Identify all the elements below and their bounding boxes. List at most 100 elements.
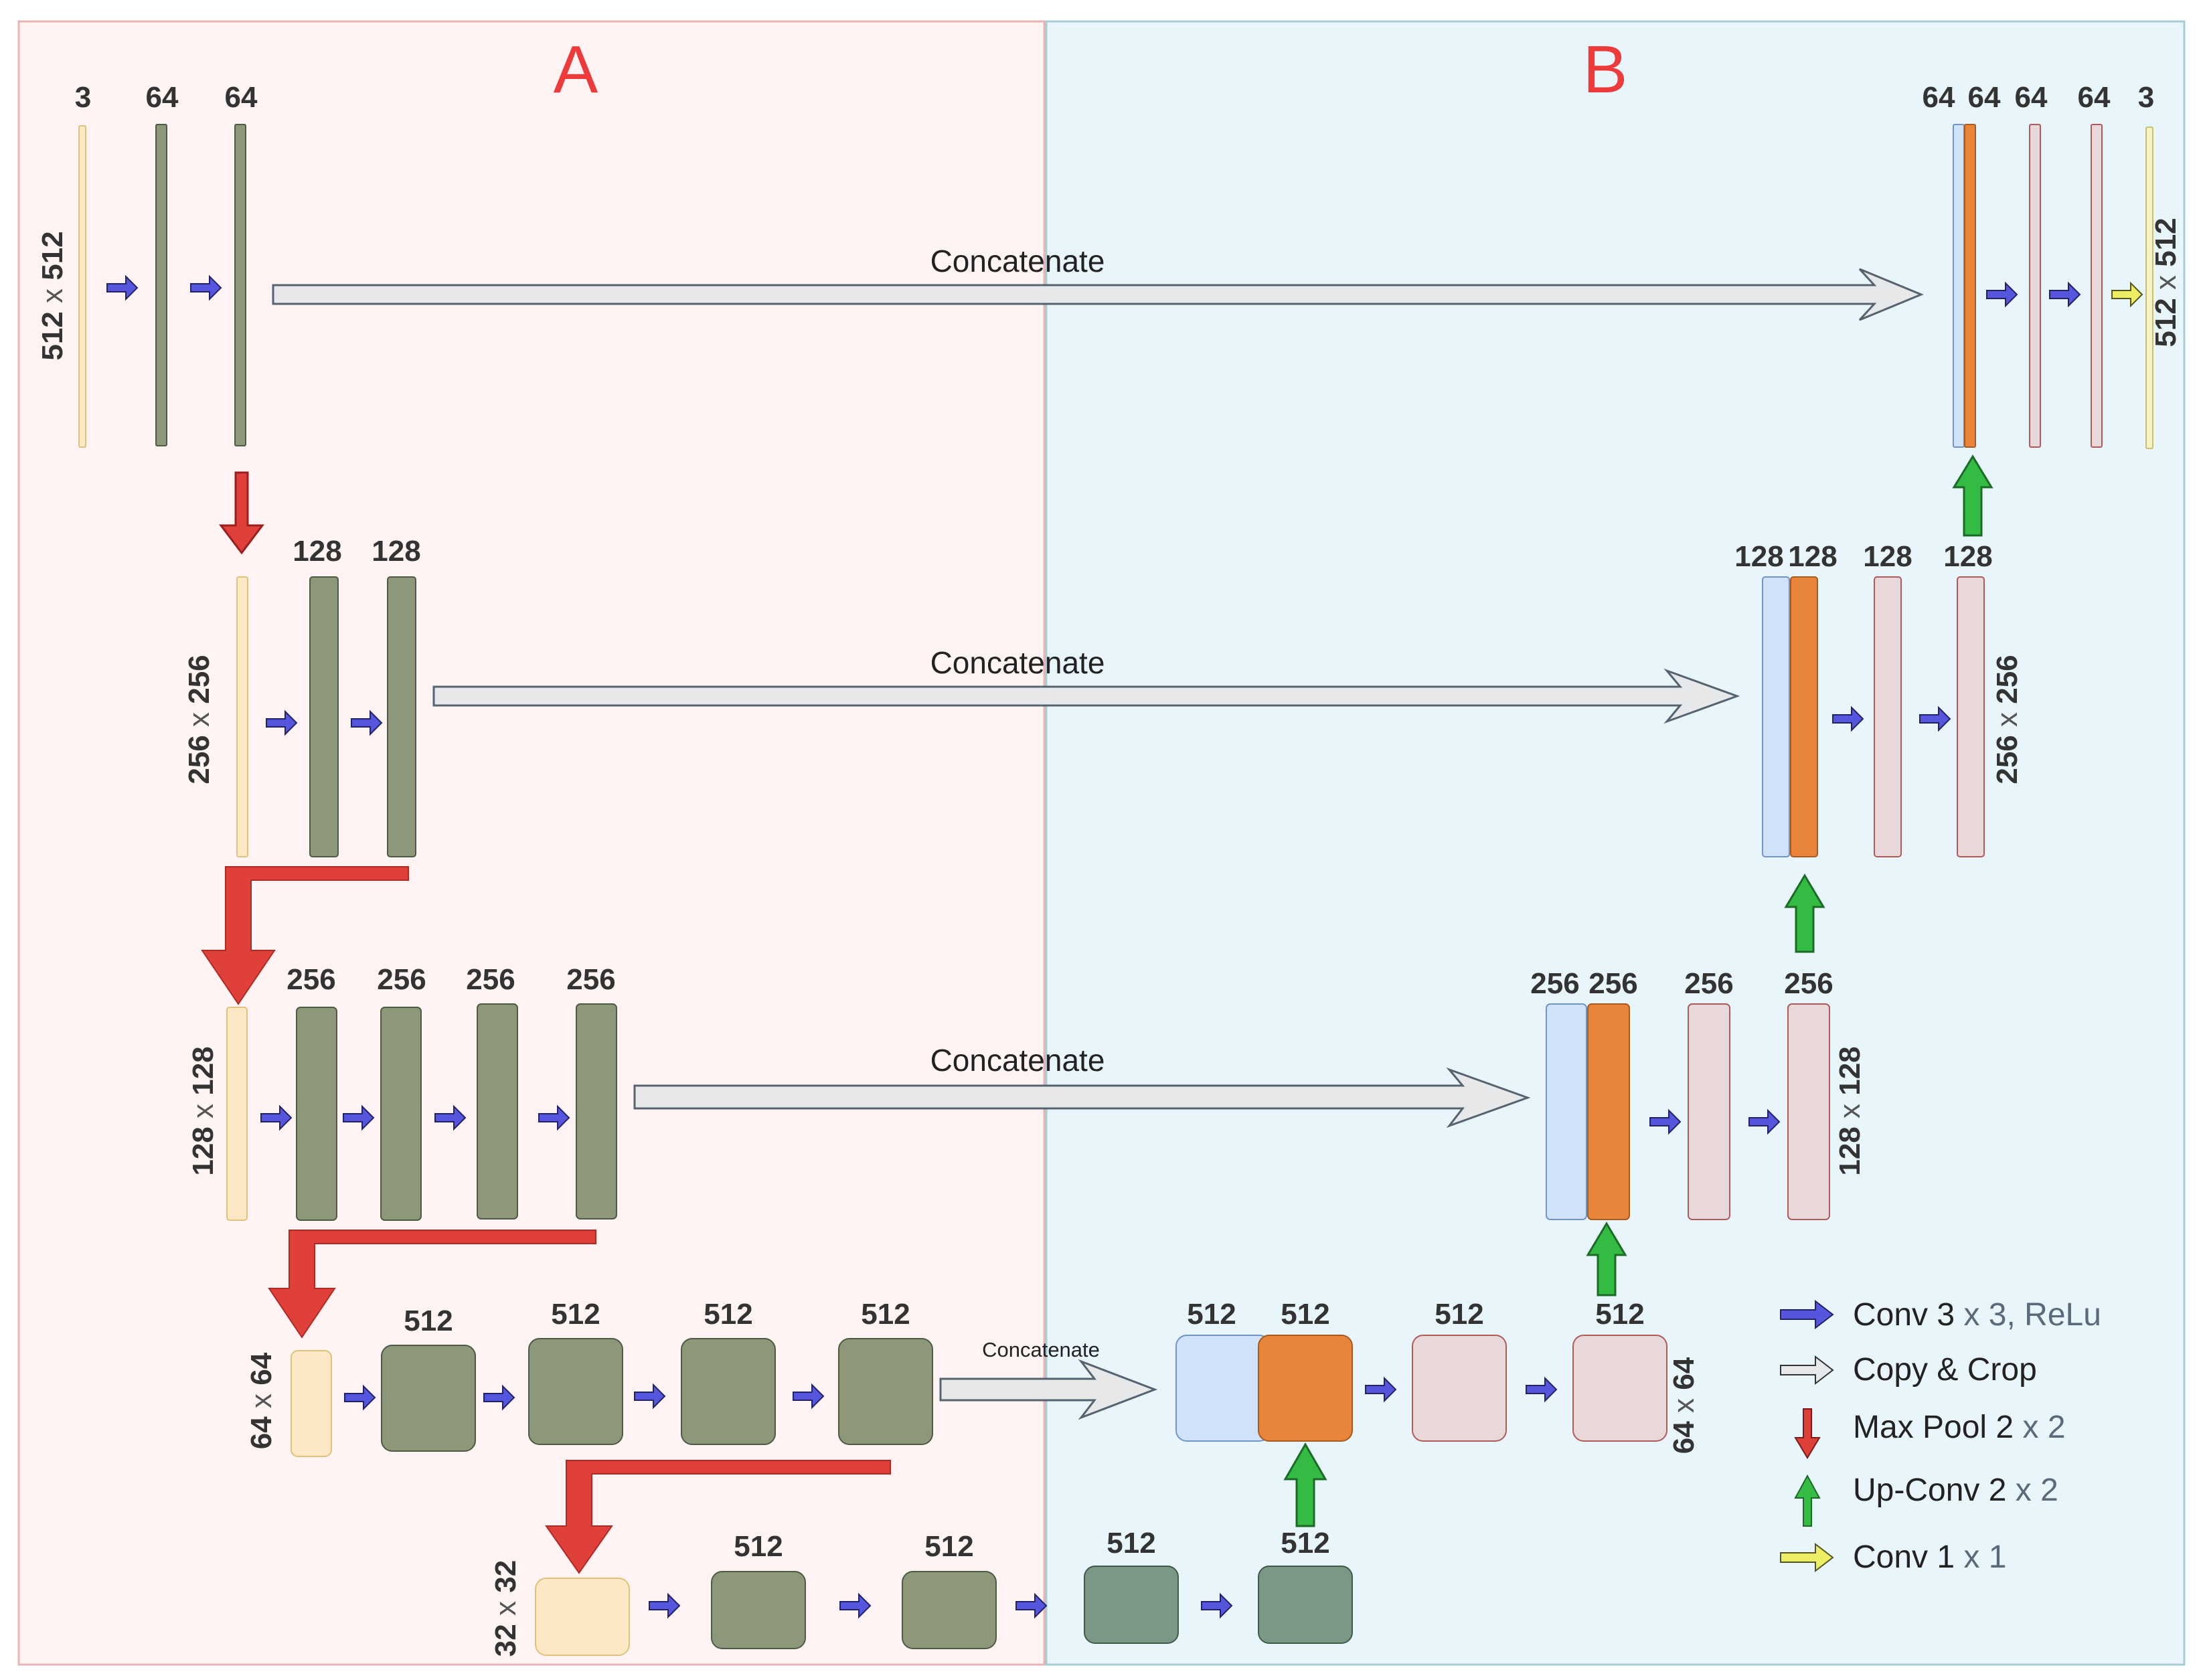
channel-label: 512: [1281, 1527, 1329, 1560]
pooled-block-l3: [226, 1007, 248, 1221]
encoder-block-l1: [234, 124, 246, 446]
channel-label: 64: [1923, 81, 1955, 114]
concat-arrow-level1: [272, 268, 1924, 321]
conv-arrow: [634, 1383, 666, 1410]
decoder-block-d2: [1874, 576, 1902, 857]
channel-label: 256: [566, 963, 615, 996]
size-label-64-right: 64 x 64: [1667, 1357, 1700, 1454]
conv-arrow: [1015, 1592, 1048, 1619]
concat-arrow-level2: [432, 668, 1740, 724]
legend-conv-label: Conv 3 x 3, ReLu: [1853, 1297, 2101, 1333]
channel-label: 128: [1788, 540, 1837, 573]
upconv-arrow-1: [1283, 1442, 1327, 1527]
upconv-arrow-2: [1586, 1222, 1627, 1296]
pooled-block-l5: [535, 1578, 630, 1656]
channel-label: 64: [225, 81, 258, 114]
size-label-512-right: 512 x 512: [2149, 218, 2182, 347]
legend-conv1-arrow: [1780, 1542, 1834, 1573]
channel-label: 256: [1784, 967, 1833, 1000]
legend-conv1-label: Conv 1 x 1: [1853, 1539, 2006, 1575]
conv-arrow: [483, 1384, 515, 1411]
encoder-block-l1: [155, 124, 167, 446]
channel-label: 3: [2138, 81, 2154, 114]
channel-label: 128: [1863, 540, 1912, 573]
bottleneck-block: [1258, 1566, 1353, 1644]
encoder-block-l4: [528, 1338, 623, 1445]
conv-arrow: [351, 709, 383, 736]
channel-label: 128: [1943, 540, 1992, 573]
skip-block-d1: [1953, 124, 1965, 448]
channel-label: 128: [1734, 540, 1783, 573]
channel-label: 512: [704, 1298, 752, 1331]
conv-arrow: [1832, 705, 1864, 732]
encoder-block-l2: [309, 576, 339, 857]
size-label-256-left: 256 x 256: [183, 655, 216, 784]
channel-label: 256: [1530, 967, 1579, 1000]
channel-label: 512: [1187, 1298, 1236, 1331]
bottleneck-block: [902, 1571, 997, 1649]
conv-arrow: [1201, 1592, 1233, 1619]
channel-label: 256: [1588, 967, 1637, 1000]
channel-label: 256: [287, 963, 335, 996]
section-label-b: B: [1583, 32, 1628, 107]
channel-label: 512: [1107, 1527, 1155, 1560]
size-labels: 512 x 512 256 x 256 128 x 128 64 x 64 32…: [36, 218, 2182, 1657]
conv-arrow: [793, 1383, 825, 1410]
size-label-32-left: 32 x 32: [489, 1560, 522, 1657]
concat-arrow-level4: [939, 1359, 1158, 1420]
size-label-128-right: 128 x 128: [1833, 1046, 1866, 1175]
legend-pool-arrow: [1794, 1408, 1821, 1459]
encoder-block-l4: [838, 1338, 933, 1445]
skip-block-d4: [1175, 1335, 1271, 1442]
conv-arrow: [266, 709, 298, 736]
conv-arrow: [839, 1592, 872, 1619]
channel-labels: 3 64 64 128 128 256 256 256 256 512 512 …: [75, 81, 2154, 1563]
maxpool-arrow-3: [268, 1230, 596, 1339]
conv-arrow: [1919, 705, 1951, 732]
decoder-block-d1: [2029, 124, 2041, 448]
maxpool-arrow-1: [218, 471, 265, 555]
encoder-block-l3: [477, 1003, 518, 1220]
encoder-block-l3: [296, 1007, 337, 1221]
decoder-block-d4: [1412, 1335, 1507, 1442]
concat-arrow-level3: [633, 1067, 1531, 1128]
pooled-block-l4: [291, 1350, 332, 1457]
channel-label: 64: [146, 81, 179, 114]
conv-arrow: [106, 274, 139, 301]
encoder-block-l2: [387, 576, 416, 857]
channel-label: 128: [293, 535, 341, 568]
channel-label: 512: [1595, 1298, 1644, 1331]
bottleneck-block: [1084, 1566, 1179, 1644]
conv-arrow: [1986, 281, 2018, 308]
upconv-arrow-3: [1784, 873, 1825, 953]
legend-copy-arrow: [1780, 1355, 1834, 1385]
channel-label: 64: [1968, 81, 2001, 114]
channel-label: 512: [1281, 1298, 1329, 1331]
legend-upconv-label: Up-Conv 2 x 2: [1853, 1473, 2058, 1508]
pooled-block-l2: [236, 576, 248, 857]
legend: Conv 3 x 3, ReLu Copy & Crop Max Pool 2 …: [1780, 1297, 2101, 1575]
legend-conv-arrow: [1780, 1299, 1834, 1330]
conv-arrow: [538, 1104, 570, 1131]
size-label-256-right: 256 x 256: [1991, 655, 2024, 784]
conv-arrow: [1748, 1108, 1781, 1135]
conv-arrow: [1526, 1376, 1558, 1403]
skip-block-d2: [1762, 576, 1790, 857]
conv-arrow: [649, 1592, 681, 1619]
channel-label: 512: [861, 1298, 910, 1331]
size-label-512-left: 512 x 512: [36, 231, 69, 360]
size-label-128-left: 128 x 128: [187, 1046, 220, 1175]
decoder-block-d4: [1572, 1335, 1667, 1442]
encoder-block-l3: [576, 1003, 617, 1220]
bottleneck-block: [711, 1571, 806, 1649]
channel-label: 3: [75, 81, 91, 114]
upconv-block-d1: [1964, 124, 1976, 448]
legend-copy-label: Copy & Crop: [1853, 1352, 2037, 1388]
skip-block-d3: [1546, 1003, 1587, 1220]
legend-pool-label: Max Pool 2 x 2: [1853, 1410, 2066, 1445]
conv-arrow: [344, 1384, 376, 1411]
channel-label: 64: [2078, 81, 2111, 114]
channel-label: 64: [2015, 81, 2048, 114]
conv-arrow: [343, 1104, 375, 1131]
upconv-block-d2: [1790, 576, 1818, 857]
